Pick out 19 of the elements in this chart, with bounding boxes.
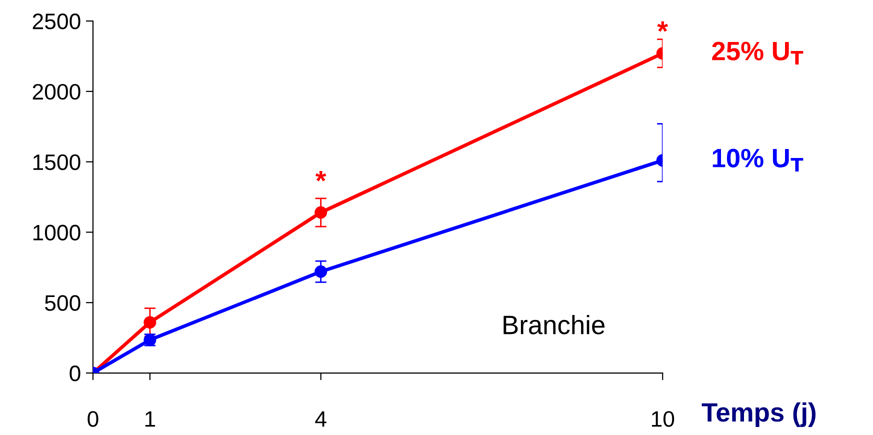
- x-tick-label: 10: [652, 411, 674, 427]
- annotation: *: [316, 171, 326, 182]
- y-tick-label: 500: [44, 295, 80, 311]
- x-tick-label: 0: [88, 411, 98, 427]
- point: [314, 265, 328, 278]
- point: [144, 316, 156, 329]
- y-tick-label: 0: [70, 366, 80, 382]
- y-tick-label: 1500: [33, 154, 80, 170]
- annotation: *: [657, 21, 668, 32]
- x-tick-label: 4: [315, 411, 326, 427]
- y-tick-label: 1000: [33, 224, 80, 240]
- x-tick-label: 1: [145, 411, 156, 427]
- y-tick-label: 2000: [32, 84, 80, 100]
- series-label: 10% U$_{T}$: [712, 148, 804, 172]
- series-label: 25% U$_{T}$: [712, 42, 804, 65]
- x-axis-title: Temps (j): [702, 402, 816, 427]
- annotation: Branchie: [504, 314, 604, 334]
- y-tick-label: 2500: [32, 14, 80, 30]
- point: [314, 206, 328, 219]
